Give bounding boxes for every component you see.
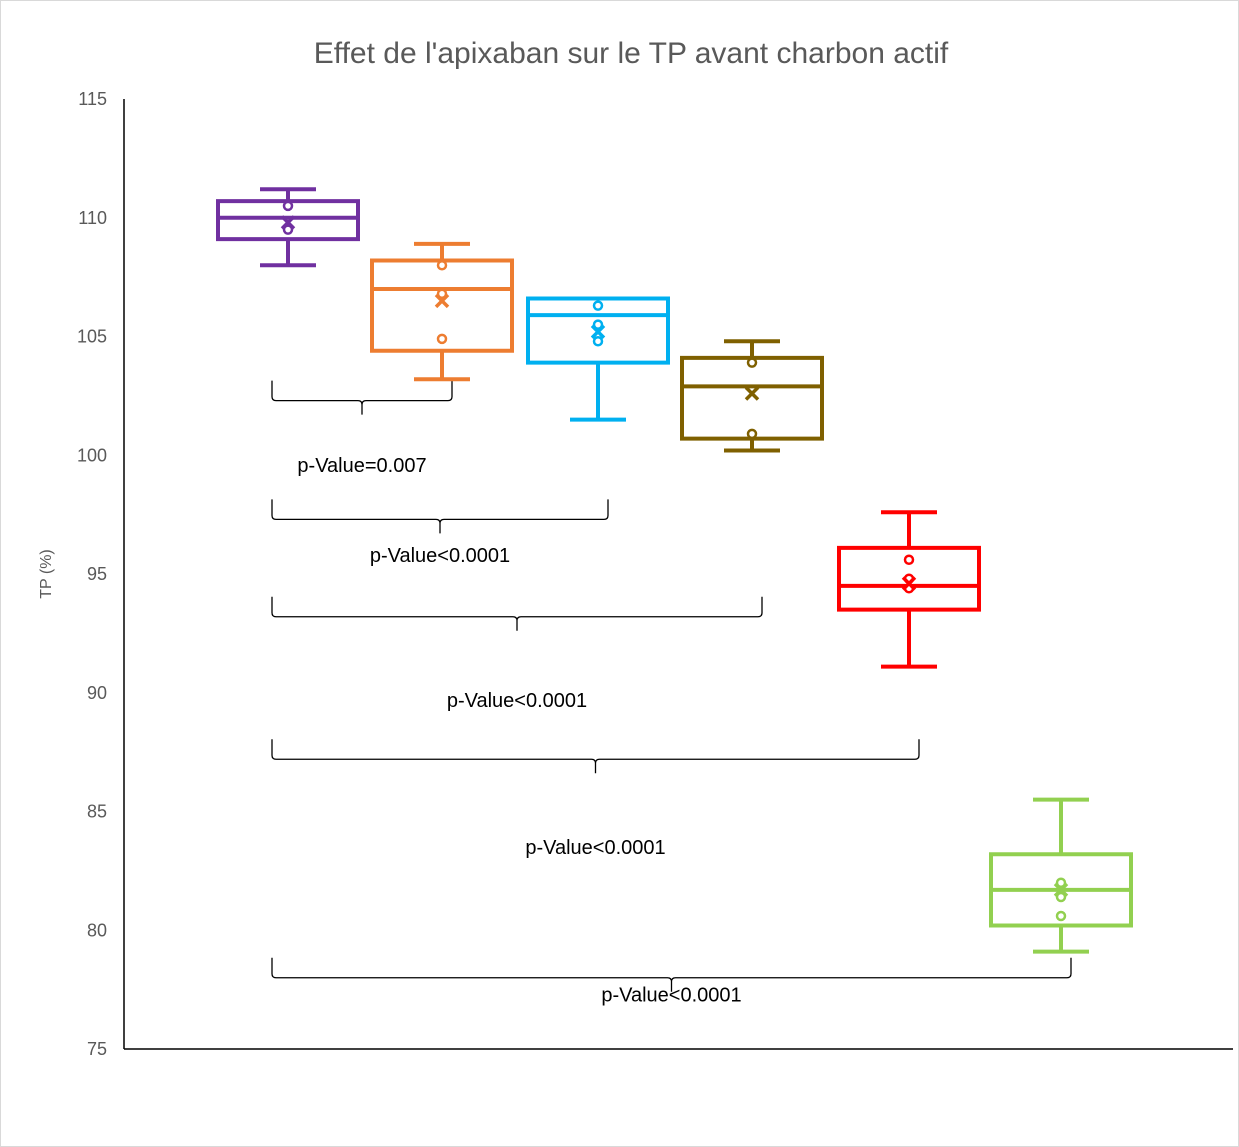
data-point bbox=[592, 319, 604, 330]
data-point bbox=[746, 428, 758, 440]
data-point bbox=[436, 333, 448, 345]
box-series-5 bbox=[837, 510, 981, 669]
significance-brace bbox=[271, 957, 1072, 992]
data-point bbox=[592, 300, 604, 311]
data-point bbox=[1055, 891, 1067, 903]
y-tick-label: 85 bbox=[87, 802, 107, 822]
p-value-label: p-Value<0.0001 bbox=[447, 690, 587, 712]
interquartile-box bbox=[837, 545, 981, 612]
box-series-6 bbox=[989, 797, 1133, 954]
significance-brace bbox=[271, 596, 763, 631]
y-axis-label: TP (%) bbox=[38, 549, 55, 598]
y-tick-label: 105 bbox=[77, 327, 107, 347]
y-tick-label: 75 bbox=[87, 1039, 107, 1059]
data-point bbox=[1055, 877, 1067, 888]
data-point bbox=[903, 554, 915, 565]
y-tick-label: 115 bbox=[78, 89, 107, 109]
significance-annotations: p-Value=0.007 p-Value<0.0001 p-Value<0.000… bbox=[271, 380, 1072, 1006]
mean-marker bbox=[901, 576, 917, 591]
p-value-label: p-Value<0.0001 bbox=[601, 984, 741, 1006]
p-value-label: p-Value<0.0001 bbox=[525, 837, 665, 859]
mean-marker bbox=[590, 324, 606, 339]
y-tick-label: 80 bbox=[87, 920, 107, 940]
mean-marker bbox=[280, 215, 296, 230]
data-point bbox=[282, 200, 294, 212]
significance-brace bbox=[271, 499, 609, 534]
y-tick-label: 110 bbox=[78, 208, 107, 228]
box-series-1 bbox=[216, 187, 360, 268]
data-point bbox=[436, 288, 448, 299]
p-value-label: p-Value=0.007 bbox=[297, 455, 426, 477]
p-value-label: p-Value<0.0001 bbox=[370, 545, 510, 567]
data-point bbox=[436, 260, 448, 271]
data-point bbox=[282, 224, 294, 235]
data-point bbox=[1055, 910, 1067, 922]
mean-marker bbox=[434, 293, 450, 309]
y-axis-ticks: 75 80 85 90 95 100 105 110 115 bbox=[77, 89, 107, 1059]
box-series-2 bbox=[370, 241, 514, 382]
y-tick-label: 90 bbox=[87, 683, 107, 703]
data-point bbox=[592, 336, 604, 347]
significance-brace bbox=[271, 380, 453, 415]
box-series bbox=[216, 187, 1133, 954]
interquartile-box bbox=[526, 296, 670, 365]
mean-marker bbox=[744, 386, 760, 401]
y-tick-label: 95 bbox=[87, 564, 107, 584]
interquartile-box bbox=[680, 355, 824, 441]
mean-marker bbox=[1053, 882, 1069, 898]
significance-brace bbox=[271, 739, 920, 774]
y-tick-label: 100 bbox=[77, 445, 107, 465]
chart-title: Effet de l'apixaban sur le TP avant char… bbox=[314, 37, 949, 70]
data-point bbox=[746, 357, 758, 368]
box-series-3 bbox=[526, 296, 670, 422]
box-series-4 bbox=[680, 339, 824, 453]
